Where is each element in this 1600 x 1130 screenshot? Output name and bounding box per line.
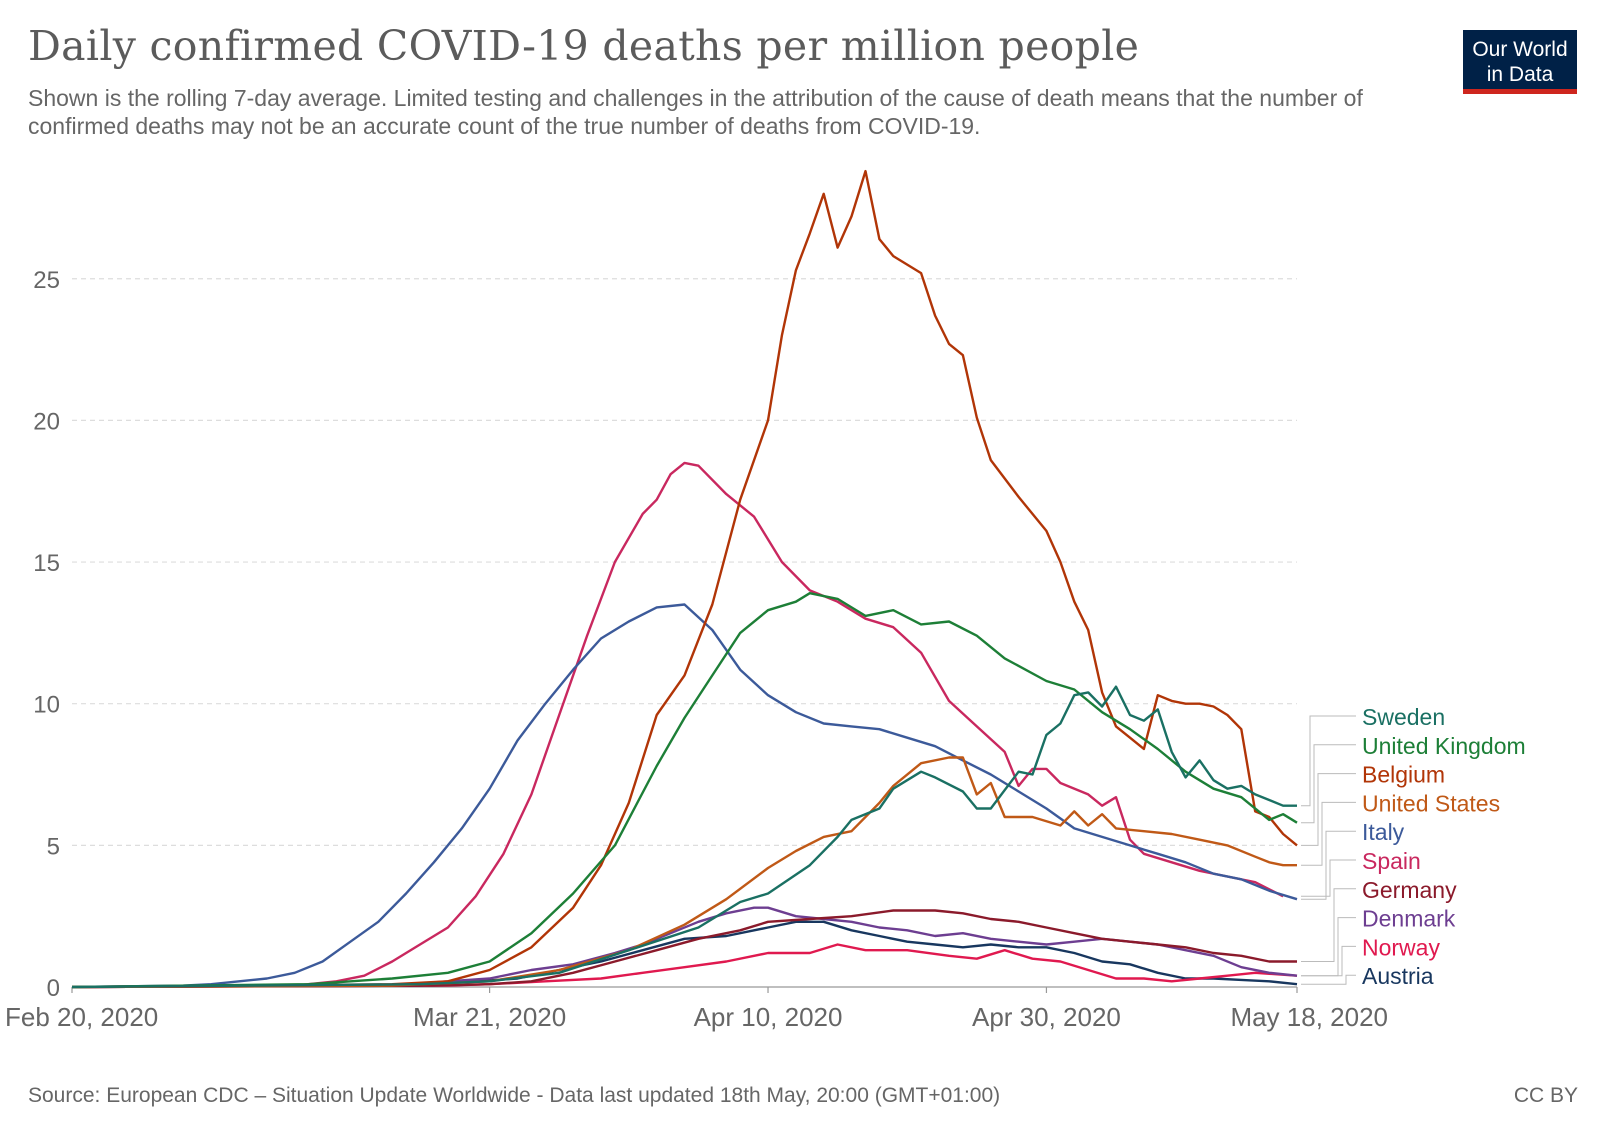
y-tick-label: 10 [33, 692, 60, 719]
legend-label-austria[interactable]: Austria [1362, 963, 1434, 989]
logo-line-1: Our World [1472, 38, 1568, 61]
logo-line-2: in Data [1486, 63, 1554, 86]
x-tick-label: Apr 30, 2020 [972, 1002, 1121, 1032]
x-tick-label: Apr 10, 2020 [694, 1002, 843, 1032]
x-tick-label: Feb 20, 2020 [5, 1002, 158, 1032]
legend-label-sweden[interactable]: Sweden [1362, 704, 1445, 730]
series-line-germany[interactable] [71, 909, 1297, 989]
series-line-norway[interactable] [71, 943, 1298, 989]
owid-logo[interactable]: Our World in Data [1463, 30, 1577, 94]
legend-connector [1301, 744, 1356, 824]
y-tick-label: 0 [47, 975, 60, 1002]
legend-label-united-states[interactable]: United States [1362, 790, 1500, 816]
legend-label-denmark[interactable]: Denmark [1362, 906, 1456, 932]
legend-connector [1301, 801, 1356, 866]
y-tick-label: 20 [33, 408, 60, 435]
legend-connector [1301, 974, 1356, 985]
legend-connector [1301, 773, 1356, 846]
legend-label-spain[interactable]: Spain [1362, 848, 1421, 874]
series-line-united-states[interactable] [71, 756, 1297, 989]
y-tick-label: 5 [47, 833, 60, 860]
series-line-sweden[interactable] [71, 685, 1297, 989]
series-line-united-kingdom[interactable] [71, 592, 1298, 989]
legend-connector [1301, 715, 1356, 807]
series-line-denmark[interactable] [71, 906, 1298, 989]
x-tick-label: May 18, 2020 [1230, 1002, 1388, 1032]
grid-layer [72, 278, 1297, 846]
legend-label-united-kingdom[interactable]: United Kingdom [1362, 733, 1526, 759]
series-line-italy[interactable] [71, 603, 1298, 989]
license-link[interactable]: CC BY [1513, 1084, 1578, 1107]
source-note: Source: European CDC – Situation Update … [28, 1084, 1001, 1107]
legend-connector [1301, 945, 1356, 977]
legend-connector [1301, 859, 1356, 897]
chart-subtitle: Shown is the rolling 7-day average. Limi… [28, 85, 1363, 139]
legend-label-italy[interactable]: Italy [1362, 819, 1405, 845]
series-line-belgium[interactable] [71, 169, 1298, 989]
y-tick-label: 25 [33, 267, 60, 294]
legend-label-germany[interactable]: Germany [1362, 877, 1457, 903]
y-tick-label: 15 [33, 550, 60, 577]
legend-label-norway[interactable]: Norway [1362, 934, 1440, 960]
series-layer [71, 169, 1298, 989]
legend-connector [1301, 830, 1356, 900]
legend-connector [1301, 888, 1356, 962]
chart-title: Daily confirmed COVID-19 deaths per mill… [28, 22, 1140, 70]
legend-label-belgium[interactable]: Belgium [1362, 762, 1445, 788]
series-line-spain[interactable] [71, 461, 1284, 989]
axis-layer: 0 5 10 15 20 25 Feb 20, 2020 Mar 21, 2020 Apr 10… [5, 267, 1388, 1032]
x-tick-label: Mar 21, 2020 [413, 1002, 566, 1032]
